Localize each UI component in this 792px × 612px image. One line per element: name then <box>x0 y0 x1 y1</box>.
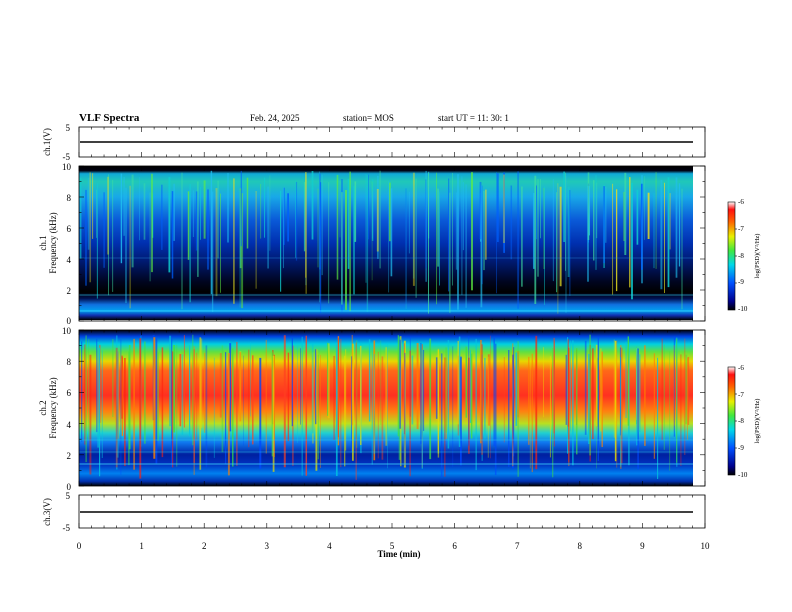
ch1-spec-ytick: 10 <box>62 162 72 172</box>
ch1-colorbar-tick: -10 <box>738 305 748 313</box>
ch1-spec-ylabel: Frequency (kHz) <box>48 212 58 273</box>
ch2-spec-ylabel: Frequency (kHz) <box>48 377 58 438</box>
ch2-colorbar-label: log(PSD)(V²/Hz) <box>754 399 761 444</box>
ch1-colorbar-tick: -7 <box>738 225 744 233</box>
ch1-colorbar-label: log(PSD)(V²/Hz) <box>754 234 761 279</box>
xtick-label: 10 <box>701 541 711 551</box>
xtick-label: 6 <box>452 541 457 551</box>
ch1-spectrogram-streaks <box>79 170 683 314</box>
ch2-spec-ytick: 2 <box>67 451 72 461</box>
xtick-label: 5 <box>390 541 395 551</box>
ch1-spec-ytick: 0 <box>67 316 72 326</box>
date-label: Feb. 24, 2025 <box>250 113 300 123</box>
axis-ticks <box>78 127 706 528</box>
xtick-label: 2 <box>202 541 207 551</box>
xtick-labels: 0 1 2 3 4 5 6 7 8 9 10 <box>77 541 710 551</box>
ch1-colorbar <box>727 201 736 311</box>
station-label: station= MOS <box>343 113 394 123</box>
chart-title: VLF Spectra <box>79 112 140 124</box>
ch2-colorbar-tick: -9 <box>738 444 744 452</box>
xtick-label: 7 <box>515 541 520 551</box>
xtick-label: 0 <box>77 541 82 551</box>
ch2-spec-ytick: 8 <box>67 357 72 367</box>
ch1-spectrogram-image <box>79 166 693 320</box>
ch2-spec-ytick: 0 <box>67 482 72 492</box>
ch1-spec-ytick: 6 <box>67 224 72 234</box>
ch1-spec-ytick: 2 <box>67 286 72 296</box>
ch2-spec-channel-label: ch.2 <box>38 400 48 415</box>
xtick-label: 4 <box>327 541 332 551</box>
ch1-voltage-ylabel: ch.1(V) <box>42 128 52 156</box>
ch2-spec-ytick: 4 <box>67 420 72 430</box>
ch1-voltage-ytick: 5 <box>66 123 71 133</box>
ch1-colorbar-tick: -6 <box>738 198 744 206</box>
ch3-voltage-ytick: 5 <box>66 491 71 501</box>
ch2-colorbar-tick: -8 <box>738 417 744 425</box>
xtick-label: 8 <box>578 541 583 551</box>
ch2-spec-ytick: 10 <box>62 326 72 336</box>
ch2-colorbar-tick: -10 <box>738 471 748 479</box>
ch2-spectrogram-streaks <box>81 334 690 480</box>
ch1-voltage-ytick: -5 <box>63 152 71 162</box>
xtick-label: 3 <box>265 541 270 551</box>
ch1-spec-ytick: 4 <box>67 255 72 265</box>
ch2-colorbar <box>727 366 736 476</box>
xtick-label: 1 <box>139 541 144 551</box>
xtick-label: 9 <box>640 541 645 551</box>
ch1-spec-channel-label: ch.1 <box>38 235 48 250</box>
ch1-spec-ytick: 8 <box>67 193 72 203</box>
ch3-voltage-ylabel: ch.3(V) <box>42 498 52 526</box>
start-time-label: start UT = 11: 30: 1 <box>438 113 509 123</box>
ch1-colorbar-tick: -8 <box>738 252 744 260</box>
ch3-voltage-ytick: -5 <box>63 523 71 533</box>
ch1-colorbar-tick: -9 <box>738 278 744 286</box>
ch2-colorbar-tick: -7 <box>738 391 744 399</box>
ch2-spec-ytick: 6 <box>67 388 72 398</box>
xaxis-label: Time (min) <box>377 549 420 559</box>
ch2-colorbar-tick: -6 <box>738 364 744 372</box>
ytick-labels: 5 -5 10 8 6 4 2 0 10 8 6 4 2 0 5 -5 <box>62 123 72 533</box>
